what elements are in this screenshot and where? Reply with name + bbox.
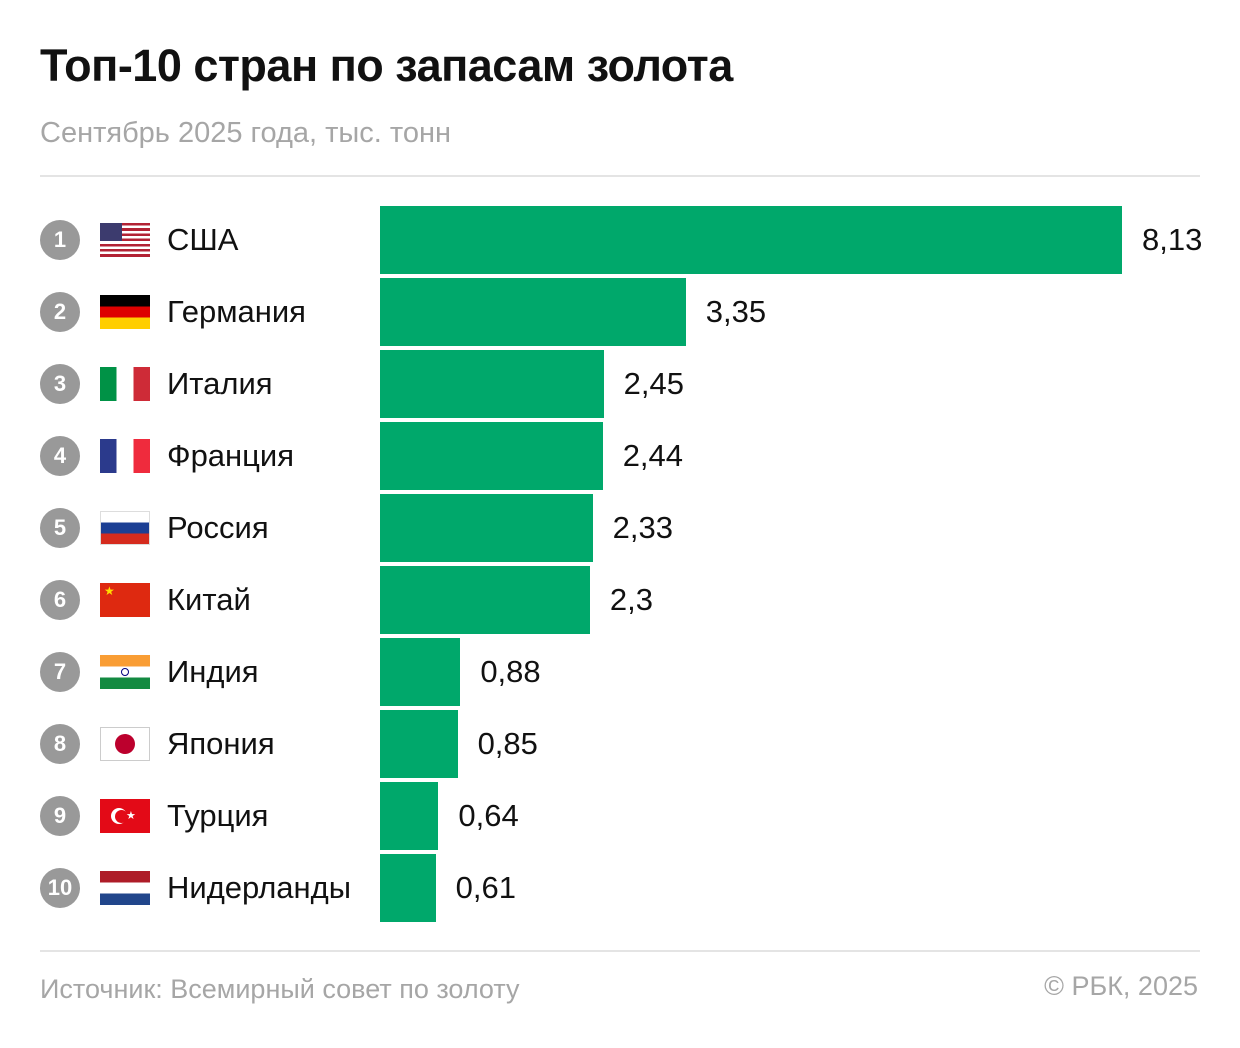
chart-subtitle: Сентябрь 2025 года, тыс. тонн [40, 117, 451, 149]
rank-badge: 4 [40, 436, 80, 476]
source-note: Источник: Всемирный совет по золоту [40, 974, 520, 1004]
chart-row: 2 Германия 3,35 [0, 278, 1240, 346]
category-label: Франция [167, 438, 295, 473]
flag-in-icon [100, 655, 150, 689]
value-label: 8,13 [1142, 222, 1203, 257]
value-label: 2,44 [622, 438, 684, 473]
category-label: Италия [167, 366, 273, 401]
top-divider [40, 175, 1200, 177]
bottom-divider [40, 950, 1200, 952]
rank-badge: 6 [40, 580, 80, 620]
flag-tr-icon: ★ [100, 799, 150, 833]
rank-badge: 8 [40, 724, 80, 764]
value-label: 3,35 [705, 294, 767, 329]
flag-us-icon [100, 223, 150, 257]
chart-row: 5 Россия 2,33 [0, 494, 1240, 562]
bar [380, 710, 458, 778]
flag-fr-icon [100, 439, 150, 473]
category-label: Турция [167, 798, 269, 833]
bar [380, 566, 590, 634]
value-label: 2,45 [623, 366, 684, 401]
chart-row: 9 ★ Турция 0,64 [0, 782, 1240, 850]
bar [380, 782, 439, 850]
bar [380, 206, 1122, 274]
bar [380, 494, 593, 562]
chart-row: 8 Япония 0,85 [0, 710, 1240, 778]
rank-badge: 3 [40, 364, 80, 404]
bar [380, 422, 603, 490]
bar [380, 278, 686, 346]
chart-row: 1 США 8,13 [0, 206, 1240, 274]
flag-cn-icon: ★ [100, 583, 150, 617]
category-label: Россия [167, 510, 269, 545]
bar [380, 350, 604, 418]
flag-jp-icon [100, 727, 150, 761]
category-label: Индия [167, 654, 259, 689]
category-label: Китай [167, 582, 251, 617]
flag-it-icon [100, 367, 150, 401]
rank-badge: 9 [40, 796, 80, 836]
chart-row: 3 Италия 2,45 [0, 350, 1240, 418]
category-label: Япония [167, 726, 275, 761]
value-label: 0,88 [480, 654, 541, 689]
value-label: 0,85 [477, 726, 538, 761]
rank-badge: 5 [40, 508, 80, 548]
category-label: Нидерланды [167, 870, 352, 905]
flag-ru-icon [100, 511, 150, 545]
rank-badge: 1 [40, 220, 80, 260]
copyright: © РБК, 2025 [1044, 971, 1198, 1001]
value-label: 2,3 [609, 582, 654, 617]
rank-badge: 7 [40, 652, 80, 692]
flag-de-icon [100, 295, 150, 329]
rank-badge: 10 [40, 868, 80, 908]
category-label: США [167, 222, 239, 257]
chart-row: 7 Индия 0,88 [0, 638, 1240, 706]
value-label: 2,33 [612, 510, 673, 545]
chart-row: 10 Нидерланды 0,61 [0, 854, 1240, 922]
flag-nl-icon [100, 871, 150, 905]
value-label: 0,64 [458, 798, 519, 833]
chart-row: 6 ★ Китай 2,3 [0, 566, 1240, 634]
bar [380, 854, 436, 922]
chart-title: Топ-10 стран по запасам золота [40, 40, 733, 91]
rank-badge: 2 [40, 292, 80, 332]
chart-row: 4 Франция 2,44 [0, 422, 1240, 490]
bar [380, 638, 461, 706]
value-label: 0,61 [455, 870, 517, 905]
category-label: Германия [167, 294, 306, 329]
